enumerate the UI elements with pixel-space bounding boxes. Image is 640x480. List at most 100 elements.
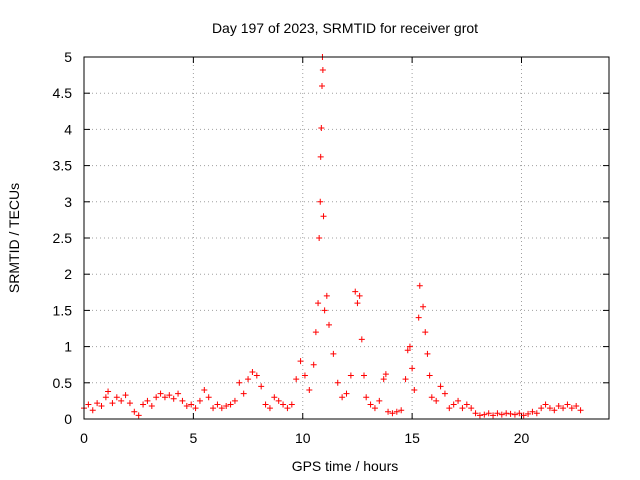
data-point: [210, 405, 217, 412]
data-point: [245, 376, 252, 383]
data-point: [214, 401, 221, 408]
data-point: [161, 394, 168, 401]
data-point: [426, 372, 433, 379]
data-point: [236, 379, 243, 386]
data-point: [422, 329, 429, 336]
data-point: [102, 394, 109, 401]
y-tick-label: 2.5: [53, 230, 73, 246]
data-point: [148, 402, 155, 409]
data-point: [380, 376, 387, 383]
data-point: [310, 361, 317, 368]
chart-title: Day 197 of 2023, SRMTID for receiver gro…: [212, 20, 478, 36]
data-point: [485, 410, 492, 417]
data-point: [326, 321, 332, 328]
data-point: [330, 350, 337, 357]
x-axis-ticks: 0 5 10 15 20: [80, 57, 529, 446]
data-point: [441, 390, 448, 397]
data-point: [157, 390, 164, 397]
data-point: [293, 376, 300, 383]
data-point: [343, 390, 350, 397]
data-point: [428, 394, 435, 401]
data-point: [126, 400, 133, 407]
data-point: [382, 371, 389, 378]
data-point: [122, 392, 129, 399]
data-point: [319, 67, 326, 74]
data-point: [503, 410, 510, 417]
data-point: [406, 343, 413, 350]
x-tick-label: 0: [80, 430, 88, 446]
data-point: [218, 405, 225, 412]
data-point: [352, 288, 359, 295]
data-point: [317, 198, 324, 205]
data-point: [424, 350, 431, 357]
y-tick-label: 5: [64, 49, 72, 65]
data-point: [455, 397, 462, 404]
grid-lines: [84, 57, 609, 419]
plot-frame: [83, 56, 610, 420]
data-point: [538, 405, 545, 412]
data-point: [416, 282, 423, 289]
data-point: [385, 408, 392, 415]
data-point: [317, 153, 324, 160]
data-point: [196, 397, 203, 404]
data-point: [546, 405, 553, 412]
data-point: [367, 401, 374, 408]
data-point: [376, 397, 383, 404]
data-point: [144, 397, 151, 404]
data-point: [249, 368, 256, 375]
data-point: [511, 411, 518, 418]
data-point: [551, 407, 558, 414]
data-point: [520, 412, 527, 419]
data-point: [358, 336, 365, 343]
data-point: [166, 392, 173, 399]
data-point: [560, 405, 567, 412]
data-point: [288, 401, 295, 408]
data-point: [450, 401, 457, 408]
data-point: [113, 394, 120, 401]
data-point: [135, 412, 142, 419]
data-point: [393, 408, 400, 415]
data-point: [507, 410, 514, 417]
data-point: [205, 394, 212, 401]
y-tick-label: 4: [64, 121, 72, 137]
data-point: [175, 390, 182, 397]
data-point: [463, 401, 470, 408]
data-point: [258, 383, 265, 390]
y-axis-ticks: 0 0.5 1 1.5 2 2.5 3 3.5 4 4.5 5: [53, 49, 609, 427]
data-point: [516, 410, 523, 417]
x-axis-title: GPS time / hours: [292, 458, 399, 474]
data-point: [231, 397, 238, 404]
data-point: [347, 372, 354, 379]
data-point: [183, 402, 190, 409]
data-point: [398, 407, 405, 414]
data-point: [85, 401, 92, 408]
data-point: [334, 379, 341, 386]
data-point: [316, 235, 323, 241]
x-tick-label: 5: [189, 430, 197, 446]
y-tick-label: 1: [64, 339, 72, 355]
data-point: [533, 410, 540, 417]
y-tick-label: 1.5: [53, 302, 73, 318]
data-point: [315, 300, 322, 307]
data-point: [262, 401, 269, 408]
x-tick-label: 10: [295, 430, 311, 446]
data-point: [481, 411, 488, 418]
data-point: [253, 372, 260, 379]
data-point: [153, 394, 160, 401]
data-point: [573, 402, 580, 409]
data-point: [227, 401, 234, 408]
data-point: [339, 394, 346, 401]
y-tick-label: 2: [64, 266, 72, 282]
data-point: [118, 397, 125, 404]
data-point: [223, 402, 230, 409]
data-point: [320, 213, 327, 220]
data-point: [409, 365, 416, 372]
data-point: [555, 402, 562, 409]
data-point: [446, 405, 453, 412]
x-tick-label: 20: [514, 430, 530, 446]
data-point: [109, 400, 116, 407]
data-point: [284, 405, 291, 412]
data-point: [271, 394, 278, 401]
data-point: [361, 372, 367, 379]
